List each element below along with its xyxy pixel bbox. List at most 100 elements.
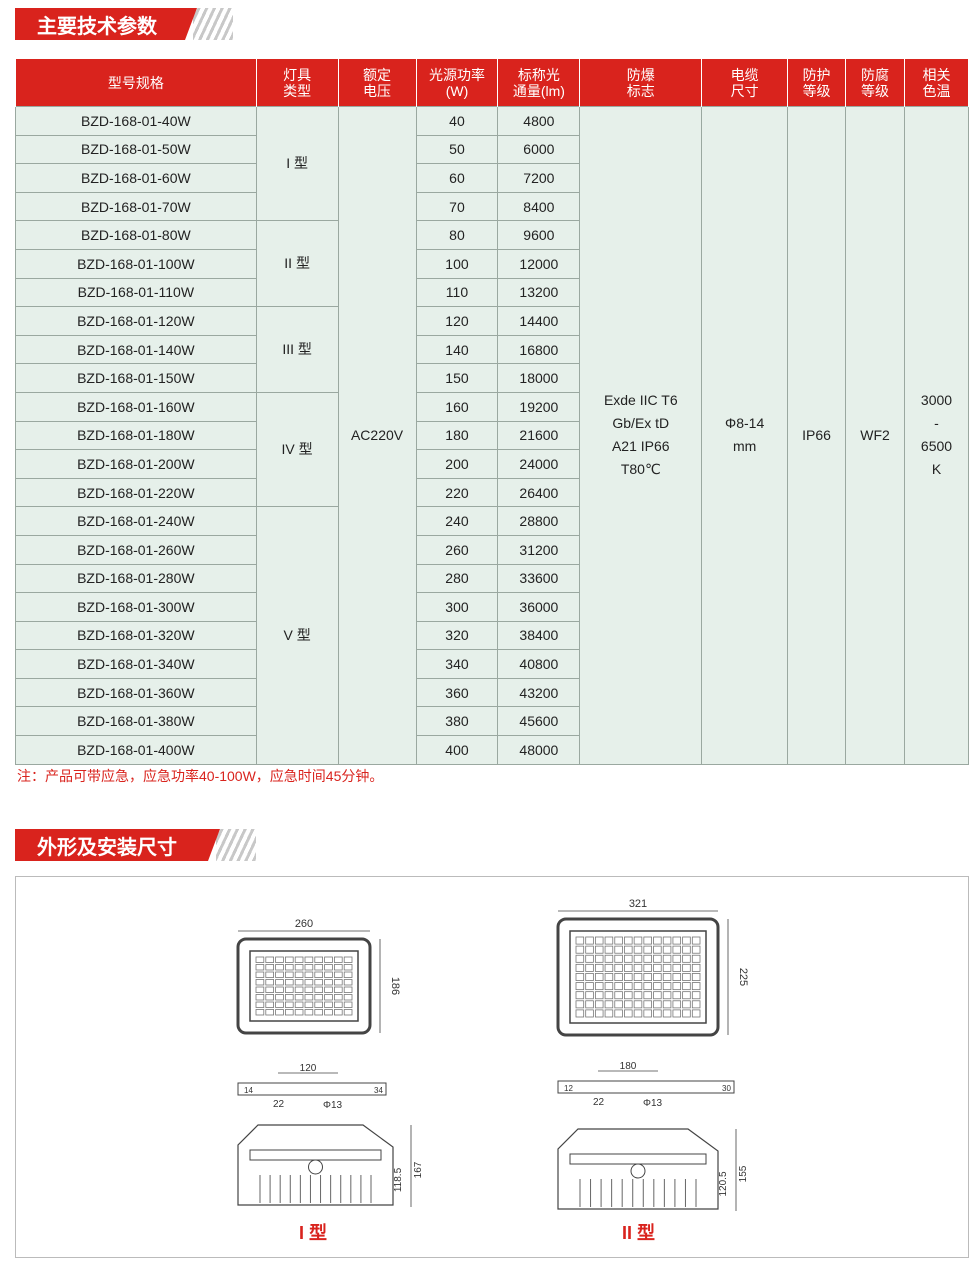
model-cell: BZD-168-01-100W bbox=[15, 248, 257, 279]
led-cell bbox=[585, 945, 594, 954]
led-cell bbox=[614, 954, 623, 963]
led-cell bbox=[691, 991, 701, 1000]
led-cell bbox=[682, 963, 691, 972]
led-cell bbox=[662, 945, 672, 954]
led-cell bbox=[643, 991, 652, 1000]
power-cell: 50 bbox=[415, 134, 499, 165]
led-cell bbox=[333, 994, 343, 1001]
table-row: BZD-168-01-360W 360 43200 bbox=[15, 677, 969, 708]
led-cell bbox=[255, 971, 265, 978]
flux-cell: 7200 bbox=[497, 163, 581, 193]
led-cell bbox=[643, 973, 652, 981]
led-cell bbox=[594, 991, 604, 1000]
led-cell bbox=[682, 982, 691, 991]
led-cell bbox=[284, 1009, 294, 1016]
flux-cell: 38400 bbox=[497, 620, 581, 651]
led-cell bbox=[343, 986, 353, 993]
led-cell bbox=[304, 1009, 314, 1016]
led-cell bbox=[255, 986, 265, 993]
model-cell: BZD-168-01-260W bbox=[15, 534, 257, 565]
led-cell bbox=[275, 1001, 284, 1008]
model-cell: BZD-168-01-320W bbox=[15, 620, 257, 651]
model-cell: BZD-168-01-280W bbox=[15, 563, 257, 594]
led-cell bbox=[255, 956, 265, 963]
led-cell bbox=[294, 986, 304, 993]
led-cell bbox=[314, 994, 323, 1001]
led-cell bbox=[662, 973, 672, 981]
led-cell bbox=[255, 994, 265, 1001]
flux-cell: 24000 bbox=[497, 449, 581, 479]
model-cell: BZD-168-01-400W bbox=[15, 735, 257, 765]
led-cell bbox=[653, 991, 662, 1000]
power-cell: 400 bbox=[415, 735, 499, 765]
flux-cell: 36000 bbox=[497, 592, 581, 622]
model-cell: BZD-168-01-240W bbox=[15, 506, 257, 536]
drawing-label-type2: II 型 bbox=[622, 1223, 656, 1243]
led-cell bbox=[682, 991, 691, 1000]
table-row: BZD-168-01-400W 400 48000 bbox=[15, 735, 969, 765]
table-row: BZD-168-01-70W 70 8400 bbox=[15, 191, 969, 222]
led-cell bbox=[662, 991, 672, 1000]
led-cell bbox=[265, 956, 275, 963]
led-cell bbox=[691, 936, 701, 945]
led-cell bbox=[614, 991, 623, 1000]
led-cell bbox=[614, 945, 623, 954]
led-cell bbox=[343, 971, 353, 978]
led-cell bbox=[604, 945, 614, 954]
model-cell: BZD-168-01-60W bbox=[15, 163, 257, 193]
column-header: 型号规格 bbox=[15, 58, 257, 107]
led-cell bbox=[624, 973, 633, 981]
led-cell bbox=[624, 954, 633, 963]
led-cell bbox=[275, 1009, 284, 1016]
led-cell bbox=[275, 986, 284, 993]
svg-text:34: 34 bbox=[374, 1086, 383, 1095]
led-cell bbox=[265, 971, 275, 978]
led-cell bbox=[343, 1001, 353, 1008]
led-cell bbox=[304, 986, 314, 993]
svg-text:180: 180 bbox=[620, 1061, 637, 1072]
led-cell bbox=[653, 945, 662, 954]
flux-cell: 33600 bbox=[497, 563, 581, 594]
led-cell bbox=[662, 963, 672, 972]
led-cell bbox=[643, 1009, 652, 1018]
led-cell bbox=[343, 1009, 353, 1016]
led-cell bbox=[585, 1009, 594, 1018]
bracket-view bbox=[237, 1082, 387, 1096]
drawing-svg: 260 186 120 14 34 22 Φ13 118.5 167 321 225 180 12 30 2… bbox=[236, 898, 749, 1211]
model-cell: BZD-168-01-70W bbox=[15, 191, 257, 222]
led-cell bbox=[343, 994, 353, 1001]
led-cell bbox=[662, 1009, 672, 1018]
led-cell bbox=[304, 956, 314, 963]
led-cell bbox=[314, 964, 323, 971]
led-cell bbox=[594, 1009, 604, 1018]
model-cell: BZD-168-01-150W bbox=[15, 363, 257, 393]
flux-cell: 12000 bbox=[497, 248, 581, 279]
led-cell bbox=[604, 963, 614, 972]
led-cell bbox=[343, 964, 353, 971]
led-cell bbox=[624, 963, 633, 972]
led-cell bbox=[604, 991, 614, 1000]
led-cell bbox=[633, 954, 643, 963]
power-cell: 200 bbox=[415, 449, 499, 479]
led-cell bbox=[314, 1009, 323, 1016]
flux-cell: 48000 bbox=[497, 735, 581, 765]
led-cell bbox=[633, 963, 643, 972]
flux-cell: 26400 bbox=[497, 477, 581, 508]
flux-cell: 28800 bbox=[497, 506, 581, 536]
led-cell bbox=[275, 971, 284, 978]
model-cell: BZD-168-01-40W bbox=[15, 106, 257, 136]
led-cell bbox=[255, 964, 265, 971]
led-cell bbox=[575, 973, 585, 981]
flux-cell: 4800 bbox=[497, 106, 581, 136]
flux-cell: 40800 bbox=[497, 649, 581, 679]
led-cell bbox=[604, 1000, 614, 1009]
led-cell bbox=[604, 973, 614, 981]
power-cell: 340 bbox=[415, 649, 499, 679]
flux-cell: 45600 bbox=[497, 706, 581, 737]
table-row: BZD-168-01-40W I 型 AC220V 40 4800 Exde IIC T6… bbox=[15, 105, 969, 765]
banner-stripes bbox=[193, 8, 233, 40]
led-cell bbox=[672, 982, 682, 991]
led-cell bbox=[672, 973, 682, 981]
svg-text:155: 155 bbox=[738, 1165, 749, 1182]
led-cell bbox=[304, 994, 314, 1001]
